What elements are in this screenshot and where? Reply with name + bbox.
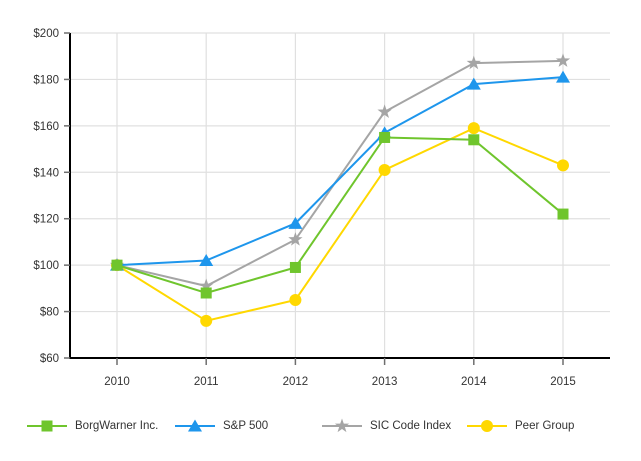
triangle-marker — [199, 254, 214, 266]
y-tick-label: $140 — [33, 167, 59, 179]
x-tick-label: 2013 — [372, 376, 398, 388]
circle-marker — [289, 293, 302, 306]
legend-label-sp500: S&P 500 — [223, 420, 269, 432]
y-tick-label: $100 — [33, 260, 59, 272]
legend-item-sic-code-index: SIC Code Index — [322, 411, 451, 441]
x-tick-label: 2014 — [461, 376, 487, 388]
square-marker — [41, 420, 53, 432]
square-marker — [468, 134, 480, 146]
triangle-marker — [288, 216, 303, 229]
star-marker-icon — [322, 418, 362, 433]
legend-item-peer-group: Peer Group — [467, 411, 574, 441]
y-tick-label: $200 — [33, 28, 59, 40]
x-tick-label: 2011 — [194, 376, 219, 388]
series-line-borgwarner-inc — [116, 136, 564, 295]
legend-item-sp500: S&P 500 — [175, 411, 268, 441]
y-tick-label: $120 — [33, 214, 59, 226]
circle-marker — [200, 314, 213, 327]
star-marker — [334, 418, 350, 433]
series-line-s-p-500 — [116, 76, 564, 267]
x-tick-label: 2015 — [550, 376, 576, 388]
legend-item-borgwarner: BorgWarner Inc. — [27, 411, 158, 441]
triangle-marker — [466, 77, 481, 90]
star-marker — [377, 104, 392, 118]
square-marker-icon — [27, 420, 67, 432]
star-marker — [466, 55, 481, 70]
triangle-marker — [188, 419, 202, 432]
circle-marker-icon — [467, 420, 507, 432]
legend: BorgWarner Inc. S&P 500 SIC Code Index P… — [0, 411, 641, 443]
circle-marker — [467, 122, 480, 135]
square-marker — [200, 287, 212, 299]
square-marker — [557, 208, 569, 220]
x-tick-label: 2010 — [104, 376, 130, 388]
y-tick-label: $160 — [33, 121, 59, 133]
y-tick-label: $60 — [40, 353, 59, 365]
triangle-marker-icon — [175, 419, 215, 432]
circle-marker — [557, 159, 569, 172]
star-marker — [288, 232, 303, 246]
star-marker — [199, 278, 214, 293]
square-marker — [289, 261, 301, 273]
y-tick-label: $180 — [33, 74, 59, 86]
legend-label-sic-code-index: SIC Code Index — [370, 420, 452, 432]
triangle-marker — [556, 70, 570, 83]
series-line-peer-group — [116, 127, 564, 322]
circle-marker — [378, 163, 391, 176]
square-marker — [379, 131, 391, 143]
star-marker — [555, 53, 571, 67]
circle-marker — [481, 420, 493, 432]
y-tick-label: $80 — [40, 307, 59, 319]
square-marker — [111, 259, 123, 271]
legend-label-peer-group: Peer Group — [515, 420, 575, 432]
x-tick-label: 2012 — [283, 376, 309, 388]
series-line-sic-code-index — [116, 59, 564, 288]
legend-label-borgwarner: BorgWarner Inc. — [75, 420, 159, 432]
chart-svg: $60 $80 $100 $120 $140 $160 $180 $200 2010 2011 20… — [33, 28, 610, 388]
